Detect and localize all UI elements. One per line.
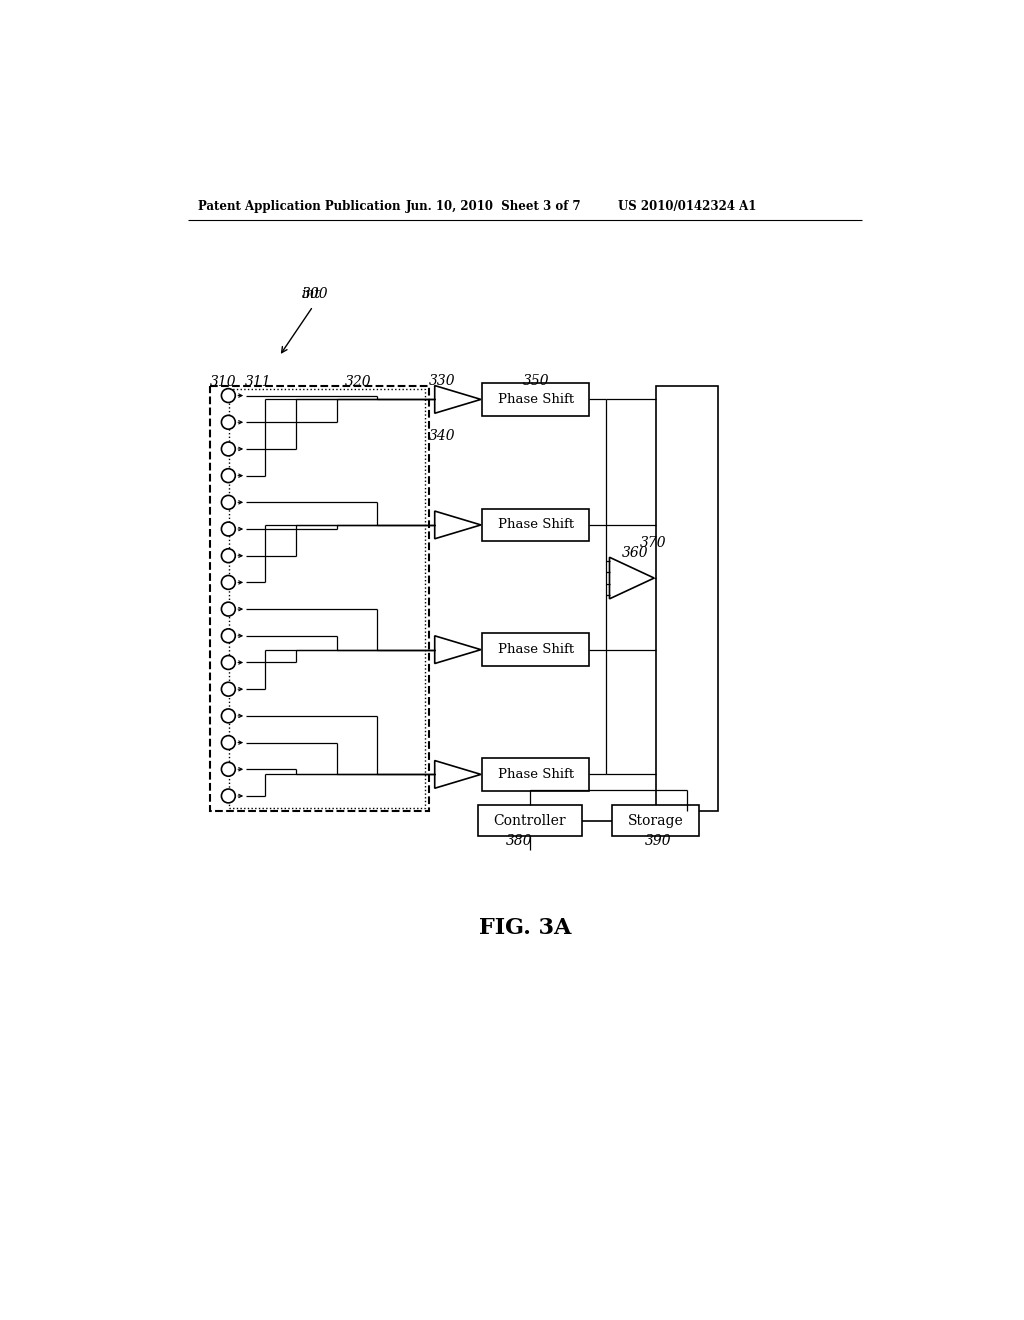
Bar (482, 383, 589, 416)
Circle shape (221, 495, 236, 510)
Circle shape (221, 388, 236, 403)
Bar (229, 389, 425, 808)
Text: 360: 360 (622, 545, 648, 560)
Text: Jun. 10, 2010  Sheet 3 of 7: Jun. 10, 2010 Sheet 3 of 7 (407, 201, 582, 214)
Circle shape (221, 763, 236, 776)
Polygon shape (609, 557, 654, 599)
Text: Phase Shift: Phase Shift (498, 768, 573, 781)
Text: Controller: Controller (494, 813, 566, 828)
Text: 300: 300 (301, 286, 328, 301)
Circle shape (221, 523, 236, 536)
Text: 350: 350 (523, 374, 550, 388)
Text: 390: 390 (645, 834, 672, 847)
Text: Storage: Storage (628, 813, 683, 828)
Circle shape (221, 628, 236, 643)
Text: Phase Shift: Phase Shift (498, 393, 573, 407)
Polygon shape (435, 385, 481, 413)
Text: int: int (301, 286, 321, 301)
Circle shape (221, 656, 236, 669)
Circle shape (221, 789, 236, 803)
Text: Phase Shift: Phase Shift (498, 519, 573, 532)
Text: US 2010/0142324 A1: US 2010/0142324 A1 (617, 201, 757, 214)
Bar (656, 385, 718, 812)
Circle shape (221, 682, 236, 696)
Text: 330: 330 (429, 374, 456, 388)
Bar (482, 508, 589, 541)
Text: FIG. 3A: FIG. 3A (478, 917, 571, 940)
Circle shape (221, 576, 236, 589)
Text: Patent Application Publication: Patent Application Publication (199, 201, 400, 214)
Polygon shape (435, 636, 481, 664)
Polygon shape (435, 511, 481, 539)
Text: 320: 320 (345, 375, 372, 389)
Text: 340: 340 (429, 429, 456, 444)
Circle shape (221, 549, 236, 562)
Circle shape (221, 735, 236, 750)
Text: 370: 370 (640, 536, 667, 550)
Bar (611, 805, 698, 836)
Circle shape (221, 416, 236, 429)
Text: Phase Shift: Phase Shift (498, 643, 573, 656)
Bar (482, 758, 589, 791)
Bar (482, 634, 589, 665)
Circle shape (221, 709, 236, 723)
Text: 311: 311 (245, 375, 271, 389)
Text: 310: 310 (210, 375, 237, 389)
Bar (478, 805, 582, 836)
Text: 380: 380 (506, 834, 532, 847)
Circle shape (221, 442, 236, 455)
Circle shape (221, 602, 236, 616)
Bar (210, 385, 429, 812)
Polygon shape (435, 760, 481, 788)
Circle shape (221, 469, 236, 483)
